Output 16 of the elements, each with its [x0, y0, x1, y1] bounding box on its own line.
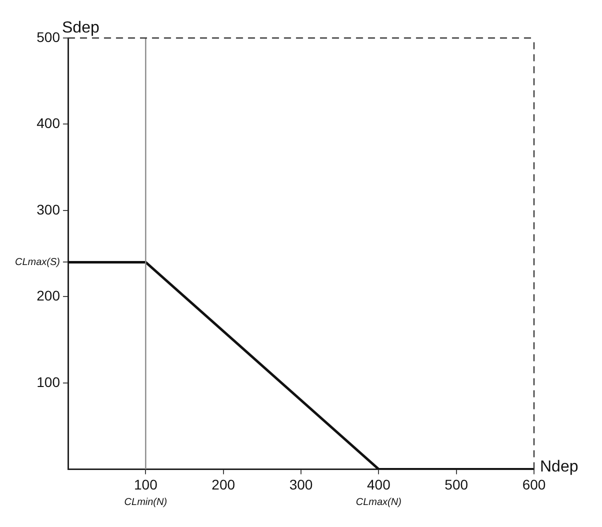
x-tick-label: 400: [366, 476, 391, 492]
y-tick-label: 300: [36, 201, 60, 218]
y-tick-label: 100: [36, 374, 60, 390]
x-axis-title: Ndep: [540, 458, 578, 476]
y-tick-label: 500: [36, 28, 60, 45]
x-tick-label: 100: [134, 476, 158, 492]
y-tick-label: 400: [36, 115, 60, 132]
annotation: CLmax(N): [356, 496, 402, 508]
y-tick-label: CLmax(S): [14, 257, 60, 268]
x-tick-label: 300: [289, 476, 313, 492]
y-axis-title: Sdep: [62, 19, 100, 36]
annotation: CLmin(N): [124, 496, 168, 508]
y-tick-label: 200: [36, 288, 60, 304]
x-tick-label: 500: [444, 476, 468, 492]
x-tick-label: 200: [212, 476, 236, 492]
x-tick-label: 600: [522, 476, 546, 492]
